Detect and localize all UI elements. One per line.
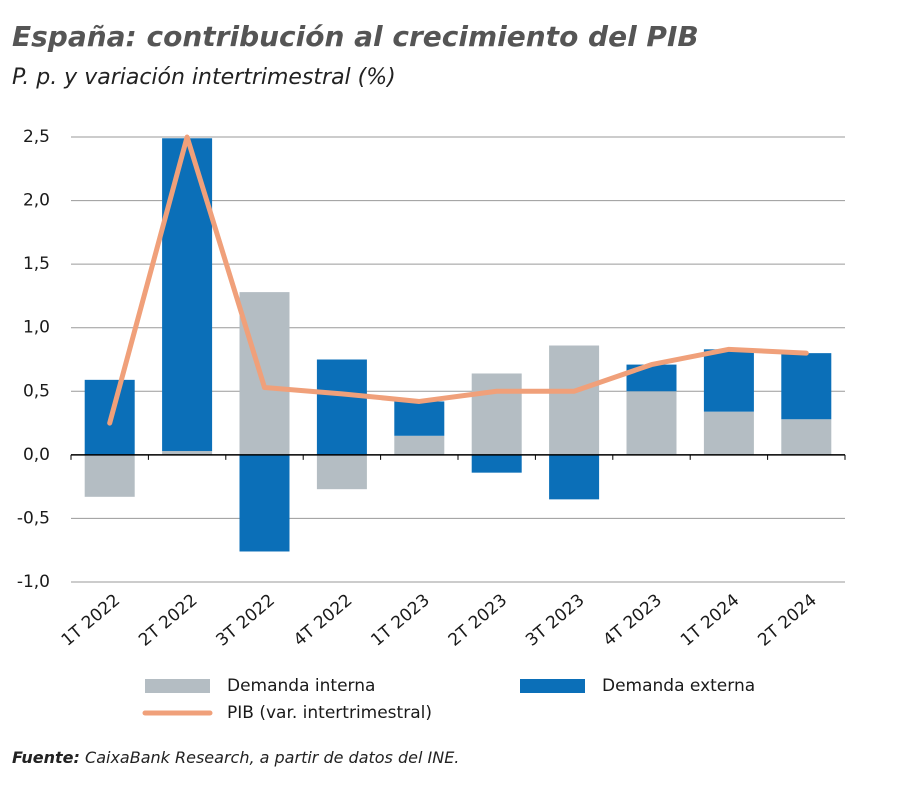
source: Fuente: CaixaBank Research, a partir de … — [12, 748, 459, 767]
x-tick-label: 1T 2022 — [58, 590, 124, 650]
x-tick-label: 2T 2022 — [135, 590, 201, 650]
bar — [703, 349, 754, 412]
line — [107, 134, 809, 426]
y-tick-label: -1,0 — [17, 572, 50, 592]
x-tick-label: 2T 2024 — [754, 590, 820, 650]
x-tick-label: 3T 2022 — [213, 590, 279, 650]
bar — [549, 345, 600, 455]
bar — [781, 353, 832, 420]
bar — [162, 451, 213, 455]
legend-label: PIB (var. intertrimestral) — [227, 703, 432, 723]
bar — [626, 391, 677, 455]
bar — [316, 454, 367, 490]
bar — [781, 419, 832, 455]
bar — [471, 373, 522, 455]
x-tick-label: 1T 2024 — [677, 590, 743, 650]
bar — [316, 359, 367, 455]
bar — [239, 454, 290, 552]
legend-label: Demanda interna — [227, 676, 375, 696]
y-tick-label: 2,5 — [23, 127, 50, 147]
source-label: Fuente: — [12, 748, 80, 767]
legend-swatch — [145, 679, 210, 693]
bar — [549, 454, 600, 500]
legend-label: Demanda externa — [602, 676, 755, 696]
source-text: CaixaBank Research, a partir de datos de… — [85, 748, 459, 767]
chart-title: España: contribución al crecimiento del … — [12, 20, 699, 53]
y-tick-label: -0,5 — [17, 508, 50, 528]
bar — [394, 435, 445, 455]
y-tick-label: 1,0 — [23, 318, 50, 338]
x-tick-label: 4T 2023 — [600, 590, 666, 650]
y-tick-label: 0,5 — [23, 381, 50, 401]
y-tick-label: 0,0 — [23, 445, 50, 465]
y-tick-label: 2,0 — [23, 191, 50, 211]
x-tick-label: 1T 2023 — [367, 590, 433, 650]
x-tick-label: 3T 2023 — [522, 590, 588, 650]
bar — [703, 411, 754, 455]
x-tick-label: 4T 2022 — [290, 590, 356, 650]
bar — [394, 401, 445, 436]
bar — [239, 292, 290, 455]
legend-swatch — [520, 679, 585, 693]
chart-subtitle: P. p. y variación intertrimestral (%) — [12, 65, 396, 90]
y-tick-label: 1,5 — [23, 254, 50, 274]
bar — [471, 454, 522, 473]
x-tick-label: 2T 2023 — [445, 590, 511, 650]
bar — [84, 454, 135, 497]
